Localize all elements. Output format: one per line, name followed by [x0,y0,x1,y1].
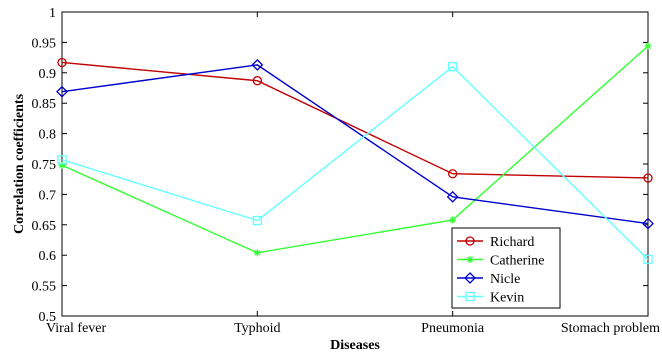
y-tick-label: 0.5 [39,310,57,325]
series-nicle [56,58,654,230]
data-point [643,173,653,183]
y-tick-label: 0.55 [32,280,57,295]
series-kevin [57,62,653,265]
x-tick-label: Stomach problem [561,321,660,336]
y-tick-label: 0.85 [32,97,57,112]
data-point [644,42,652,50]
data-point [252,76,262,86]
data-point [465,236,475,246]
data-point [465,291,475,302]
data-point [251,58,264,71]
series-layer [56,42,654,265]
legend: Richard Catherine Nicle Kevin [451,227,561,309]
data-point [446,190,459,203]
data-point [58,161,66,169]
y-axis: 0.5 0.55 0.6 0.65 0.7 0.75 0.8 0.85 0.9 0.95 1 [32,6,648,325]
data-point [253,249,261,257]
legend-label: Catherine [490,254,544,269]
y-axis-title: Correlation coefficients [12,93,27,234]
series-line [61,61,649,179]
x-tick-label: Viral fever [46,321,107,336]
x-axis: Viral fever Typhoid Pneumonia Stomach probl… [46,12,660,336]
x-tick-label: Pneumonia [421,321,485,336]
y-tick-label: 0.65 [32,219,57,234]
data-point [57,155,67,165]
y-tick-label: 0.6 [39,249,57,264]
y-tick-label: 0.7 [39,188,57,203]
y-tick-label: 0.75 [32,158,57,173]
y-tick-label: 0.9 [39,67,57,82]
data-point [252,215,262,226]
x-axis-title: Diseases [330,338,380,353]
y-tick-label: 1 [49,6,56,21]
legend-label: Kevin [490,291,524,306]
data-point [57,57,67,68]
series-line [61,45,649,254]
data-point [642,217,654,230]
series-richard [57,57,653,183]
series-line [61,64,649,225]
legend-label: Richard [490,235,534,250]
data-point [449,216,457,224]
y-tick-label: 0.95 [32,36,57,51]
data-point [643,254,653,265]
data-point [464,272,476,284]
legend-label: Nicle [490,272,520,287]
data-point [466,256,474,263]
x-tick-label: Typhoid [234,321,280,336]
data-point [56,85,68,98]
data-point [448,169,458,179]
series-line [61,65,649,260]
data-point [448,62,458,72]
series-catherine [58,42,652,257]
y-tick-label: 0.8 [39,128,57,143]
